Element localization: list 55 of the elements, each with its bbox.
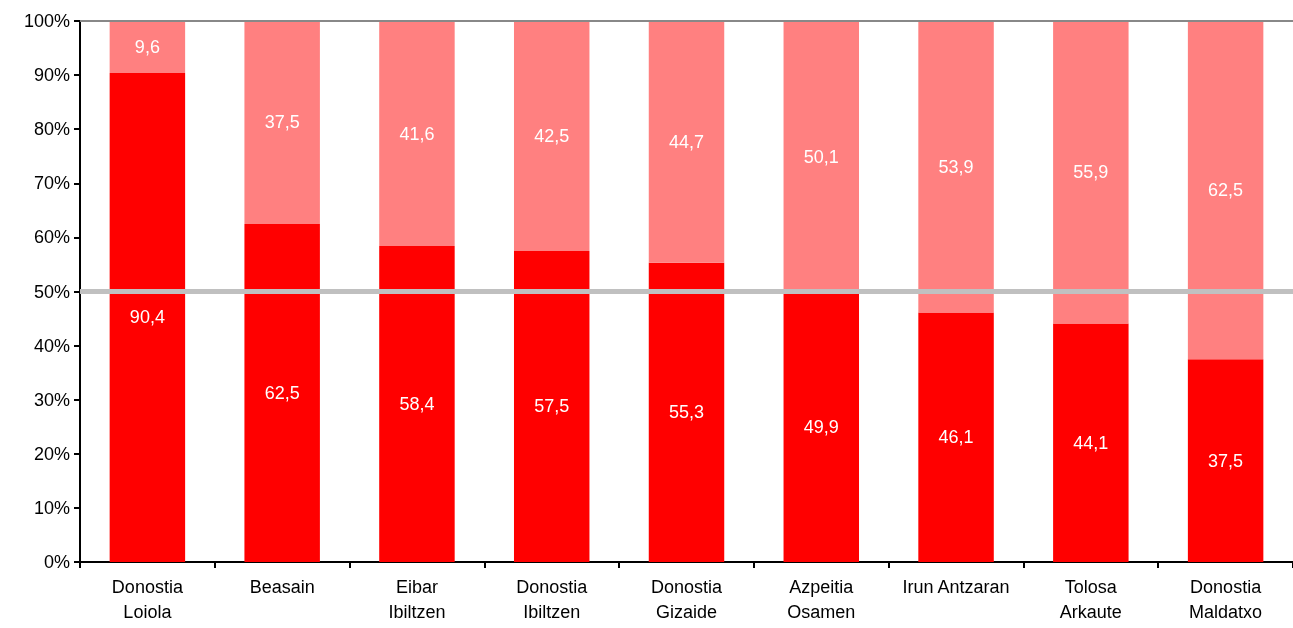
y-tick-label: 80% bbox=[33, 119, 70, 140]
data-label: 55,9 bbox=[1073, 162, 1109, 183]
y-tick-label: 70% bbox=[33, 173, 70, 194]
bar bbox=[379, 246, 455, 562]
y-tick-label: 60% bbox=[33, 227, 70, 248]
data-label: 9,6 bbox=[134, 36, 160, 57]
bar bbox=[1053, 21, 1129, 324]
data-label: 50,1 bbox=[803, 146, 839, 167]
bar bbox=[513, 250, 590, 562]
data-label: 55,3 bbox=[668, 402, 705, 423]
bar bbox=[513, 21, 590, 251]
bar bbox=[1187, 359, 1264, 562]
y-tick-label: 100% bbox=[23, 11, 70, 31]
bar bbox=[244, 21, 320, 224]
x-tick-label: Beasain bbox=[249, 576, 315, 597]
y-tick-label: 30% bbox=[33, 389, 70, 410]
data-label: 58,4 bbox=[399, 394, 435, 415]
data-label: 42,5 bbox=[534, 125, 570, 146]
bar bbox=[648, 262, 725, 562]
x-tick-label: Irun Antzaran bbox=[902, 576, 1010, 597]
bar bbox=[648, 21, 725, 263]
y-tick-label: 0% bbox=[43, 552, 70, 572]
data-label: 62,5 bbox=[264, 382, 300, 403]
bar bbox=[244, 223, 320, 562]
data-label: 53,9 bbox=[938, 156, 974, 177]
x-tick-label: Donostia Ibiltzen bbox=[516, 576, 589, 622]
data-label: 90,4 bbox=[129, 307, 165, 328]
data-label: 41,6 bbox=[399, 123, 435, 144]
x-tick-label: Donostia Loiola bbox=[111, 576, 184, 622]
x-tick-label: Tolosa Arkaute bbox=[1059, 576, 1122, 622]
data-label: 46,1 bbox=[938, 427, 974, 448]
x-tick-label: Eibar Ibiltzen bbox=[388, 576, 446, 622]
data-label: 37,5 bbox=[1208, 450, 1244, 471]
data-label: 44,7 bbox=[668, 131, 705, 152]
data-label: 37,5 bbox=[264, 112, 300, 133]
y-tick-label: 40% bbox=[33, 335, 70, 356]
data-label: 44,1 bbox=[1073, 432, 1109, 453]
bar bbox=[379, 21, 455, 247]
bar bbox=[1187, 21, 1264, 360]
bar bbox=[918, 21, 994, 313]
bar bbox=[918, 312, 994, 562]
y-tick-label: 20% bbox=[33, 443, 70, 464]
bar bbox=[1053, 323, 1129, 562]
data-label: 57,5 bbox=[534, 396, 570, 417]
y-tick-label: 10% bbox=[33, 497, 70, 518]
x-tick-label: Azpeitia Osamen bbox=[787, 576, 856, 622]
bar bbox=[109, 72, 186, 562]
bar bbox=[109, 21, 186, 73]
x-tick-label: Donostia Gizaide bbox=[650, 576, 724, 622]
x-tick-label: Donostia Maldatxo bbox=[1189, 576, 1263, 622]
bar bbox=[783, 292, 860, 562]
data-label: 62,5 bbox=[1208, 180, 1244, 201]
y-tick-label: 50% bbox=[33, 281, 70, 302]
y-tick-label: 90% bbox=[33, 65, 70, 86]
data-label: 49,9 bbox=[803, 417, 839, 438]
